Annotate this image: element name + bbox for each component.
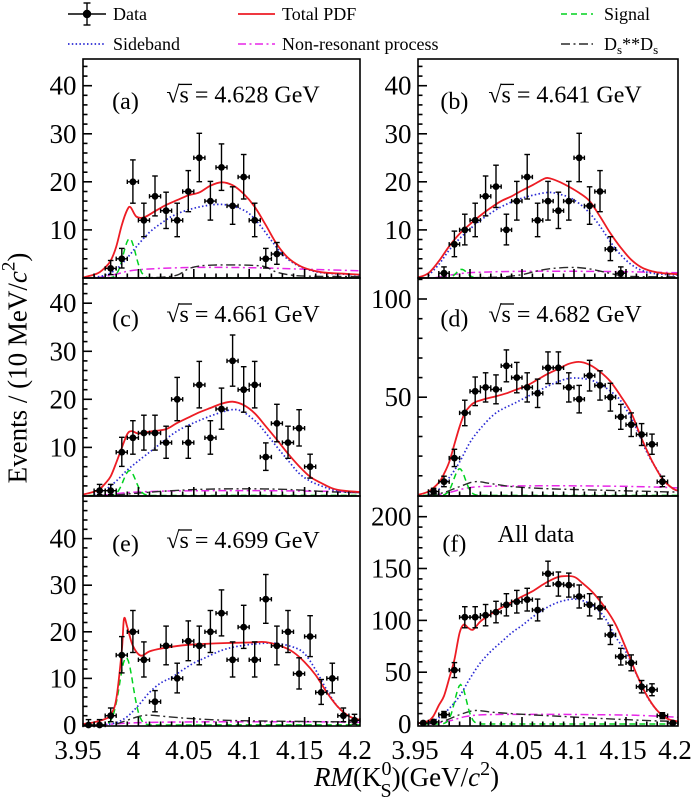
svg-text:10: 10	[50, 432, 77, 462]
svg-text:20: 20	[50, 384, 77, 414]
svg-text:20: 20	[385, 167, 412, 197]
svg-text:Non-resonant process: Non-resonant process	[282, 34, 438, 54]
svg-text:(a): (a)	[112, 89, 139, 115]
svg-text:10: 10	[385, 215, 412, 245]
svg-text:Sideband: Sideband	[113, 34, 180, 54]
svg-text:3.95: 3.95	[54, 735, 101, 765]
svg-text:0: 0	[398, 709, 412, 739]
svg-text:√s = 4.682 GeV: √s = 4.682 GeV	[488, 302, 642, 328]
svg-text:4.1: 4.1	[554, 735, 588, 765]
svg-text:100: 100	[371, 284, 412, 314]
svg-text:200: 200	[371, 502, 412, 532]
svg-text:40: 40	[50, 288, 77, 318]
svg-text:50: 50	[385, 382, 412, 412]
svg-text:30: 30	[50, 119, 77, 149]
svg-text:4: 4	[460, 735, 474, 765]
svg-text:Events / (10 MeV/c2): Events / (10 MeV/c2)	[0, 253, 33, 484]
svg-text:√s = 4.699 GeV: √s = 4.699 GeV	[166, 528, 320, 554]
svg-text:(b): (b)	[440, 89, 468, 115]
svg-text:40: 40	[50, 524, 77, 554]
svg-text:50: 50	[385, 657, 412, 687]
svg-text:Signal: Signal	[604, 4, 650, 24]
svg-text:√s = 4.661 GeV: √s = 4.661 GeV	[166, 302, 320, 328]
svg-text:√s = 4.641 GeV: √s = 4.641 GeV	[488, 82, 642, 108]
svg-text:100: 100	[371, 605, 412, 635]
svg-text:40: 40	[50, 71, 77, 101]
svg-text:40: 40	[385, 71, 412, 101]
svg-text:Ds**Ds: Ds**Ds	[604, 34, 658, 57]
svg-text:10: 10	[50, 663, 77, 693]
svg-text:4.2: 4.2	[338, 735, 372, 765]
svg-text:20: 20	[50, 617, 77, 647]
svg-text:4.05: 4.05	[165, 735, 212, 765]
svg-text:(c): (c)	[112, 307, 139, 333]
svg-text:3.95: 3.95	[391, 735, 438, 765]
svg-text:(e): (e)	[112, 532, 139, 558]
svg-text:30: 30	[50, 570, 77, 600]
svg-text:(f): (f)	[442, 532, 466, 558]
svg-text:30: 30	[50, 336, 77, 366]
svg-text:4.1: 4.1	[227, 735, 261, 765]
svg-text:(d): (d)	[440, 307, 468, 333]
svg-text:150: 150	[371, 554, 412, 584]
svg-text:10: 10	[50, 215, 77, 245]
svg-text:4.15: 4.15	[276, 735, 323, 765]
svg-text:Total PDF: Total PDF	[282, 4, 356, 24]
svg-text:Data: Data	[113, 4, 147, 24]
svg-text:0: 0	[63, 710, 77, 740]
svg-text:4: 4	[127, 735, 141, 765]
svg-text:4.2: 4.2	[658, 735, 692, 765]
svg-text:4.05: 4.05	[495, 735, 542, 765]
svg-text:√s = 4.628 GeV: √s = 4.628 GeV	[166, 82, 320, 108]
svg-text:4.15: 4.15	[599, 735, 646, 765]
svg-text:All data: All data	[498, 522, 575, 548]
svg-text:20: 20	[50, 167, 77, 197]
svg-text:30: 30	[385, 119, 412, 149]
